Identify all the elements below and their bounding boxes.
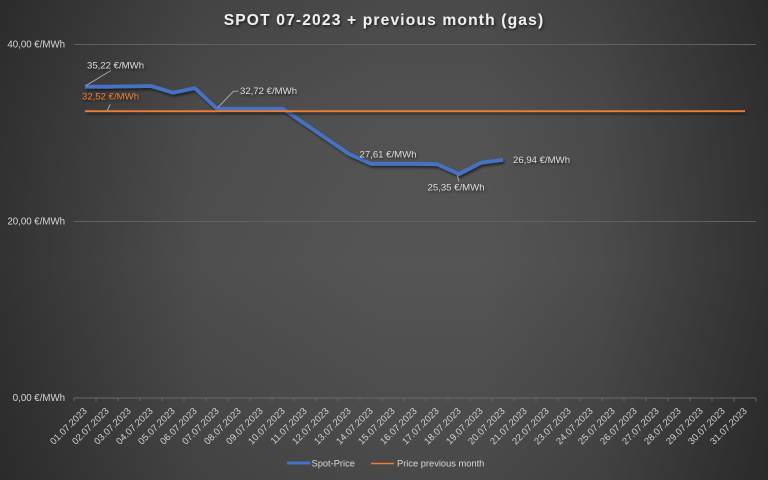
- svg-text:40,00 €/MWh: 40,00 €/MWh: [7, 40, 65, 51]
- svg-text:SPOT 07-2023 + previous month: SPOT 07-2023 + previous month (gas): [224, 12, 545, 29]
- svg-text:26,94 €/MWh: 26,94 €/MWh: [513, 155, 570, 166]
- svg-text:Spot-Price: Spot-Price: [312, 459, 355, 469]
- svg-text:35,22 €/MWh: 35,22 €/MWh: [87, 61, 144, 72]
- svg-text:Price previous month: Price previous month: [397, 459, 484, 469]
- svg-text:32,52 €/MWh: 32,52 €/MWh: [82, 92, 139, 103]
- svg-text:25,35 €/MWh: 25,35 €/MWh: [428, 183, 485, 194]
- svg-text:20,00 €/MWh: 20,00 €/MWh: [7, 217, 65, 228]
- svg-text:32,72 €/MWh: 32,72 €/MWh: [240, 86, 297, 97]
- svg-text:0,00 €/MWh: 0,00 €/MWh: [13, 393, 65, 404]
- svg-text:27,61 €/MWh: 27,61 €/MWh: [360, 150, 417, 161]
